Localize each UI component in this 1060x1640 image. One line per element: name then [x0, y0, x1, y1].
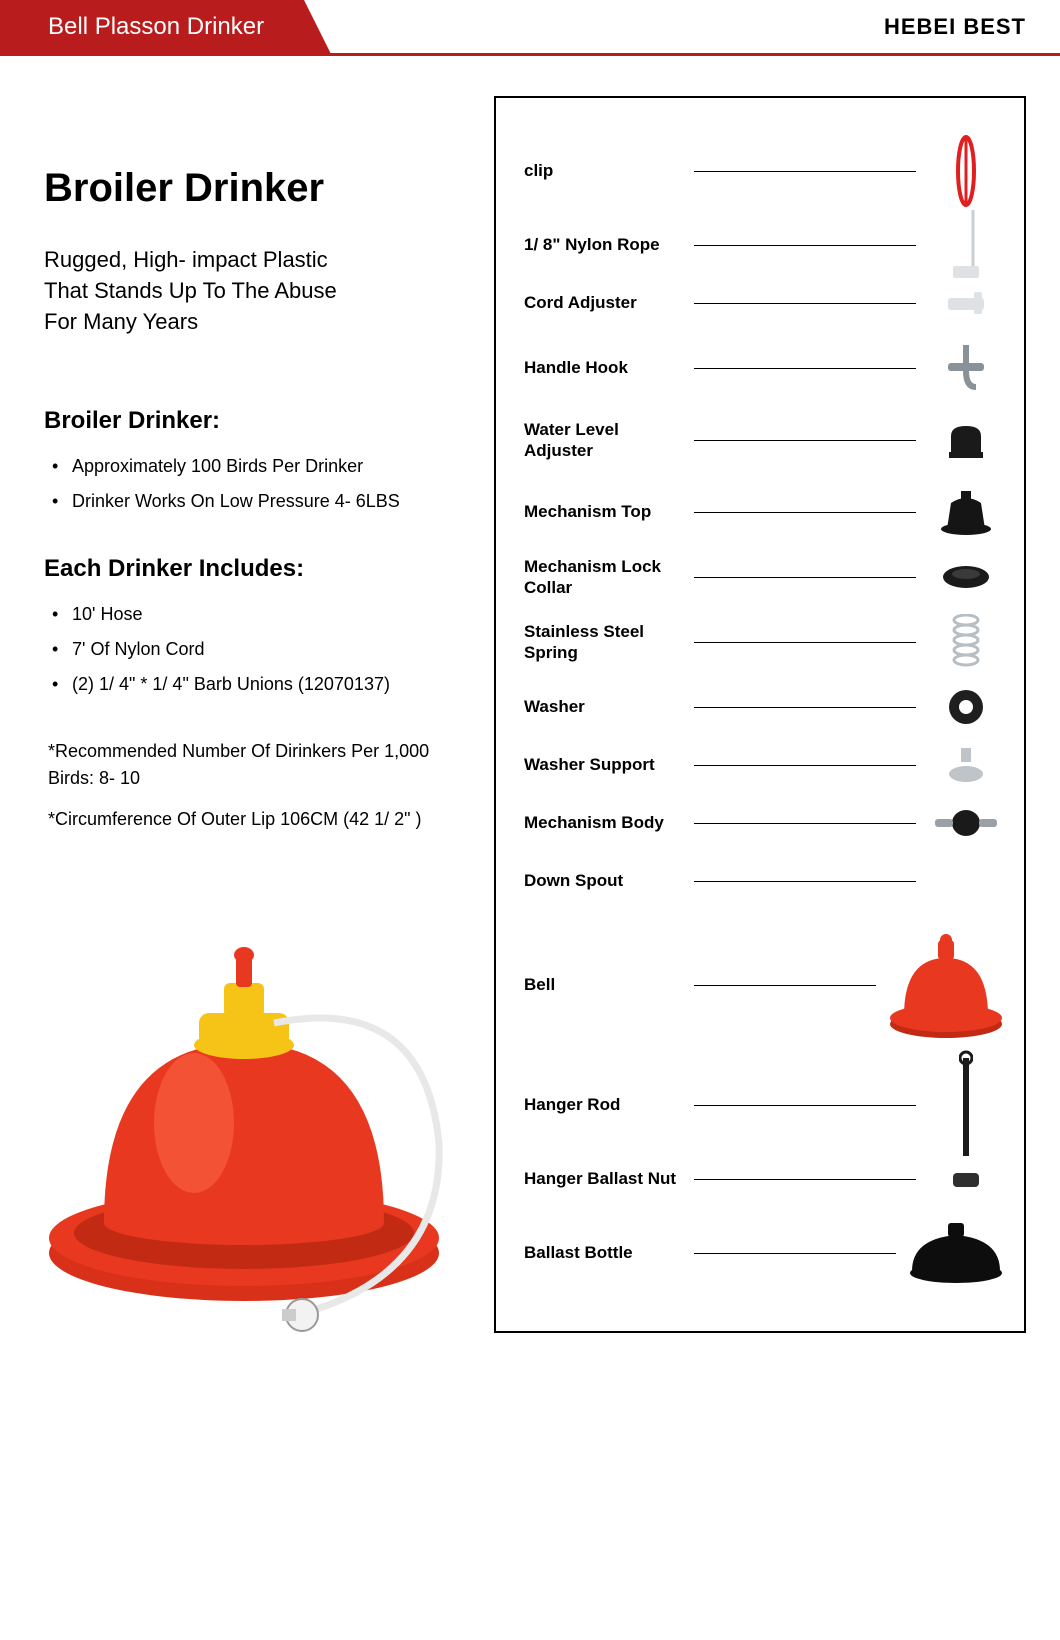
part-label: Mechanism Lock Collar	[524, 556, 684, 599]
leader-line	[694, 577, 916, 578]
part-row: Mechanism Body	[524, 794, 1006, 852]
part-label: Hanger Ballast Nut	[524, 1168, 684, 1189]
part-icon	[926, 219, 1006, 271]
part-label: Cord Adjuster	[524, 292, 684, 313]
part-label: Washer Support	[524, 754, 684, 775]
leader-line	[694, 985, 876, 986]
part-row: Bell	[524, 910, 1006, 1060]
content: Broiler Drinker Rugged, High- impact Pla…	[0, 56, 1060, 1363]
part-icon	[926, 1079, 1006, 1131]
part-label: clip	[524, 160, 684, 181]
list-item: 10' Hose	[44, 597, 464, 632]
part-icon	[926, 277, 1006, 329]
part-row: Mechanism Lock Collar	[524, 548, 1006, 606]
leader-line	[694, 881, 916, 882]
section2-list: 10' Hose7' Of Nylon Cord(2) 1/ 4" * 1/ 4…	[44, 597, 464, 702]
leader-line	[694, 823, 916, 824]
note-1: *Recommended Number Of Dirinkers Per 1,0…	[44, 738, 464, 792]
part-icon	[926, 681, 1006, 733]
part-label: Handle Hook	[524, 357, 684, 378]
part-icon	[926, 486, 1006, 538]
part-label: 1/ 8" Nylon Rope	[524, 234, 684, 255]
part-label: Washer	[524, 696, 684, 717]
part-icon	[886, 959, 1006, 1011]
part-label: Mechanism Top	[524, 501, 684, 522]
left-column: Broiler Drinker Rugged, High- impact Pla…	[44, 96, 464, 1333]
part-icon	[926, 145, 1006, 197]
part-icon	[926, 855, 1006, 907]
part-icon	[926, 551, 1006, 603]
brand-label: HEBEI BEST	[884, 14, 1026, 40]
parts-diagram: clip 1/ 8" Nylon Rope Cord Adjuster Hand…	[494, 96, 1026, 1333]
leader-line	[694, 171, 916, 172]
leader-line	[694, 368, 916, 369]
part-icon	[926, 739, 1006, 791]
leader-line	[694, 707, 916, 708]
part-label: Down Spout	[524, 870, 684, 891]
leader-line	[694, 512, 916, 513]
part-icon	[926, 414, 1006, 466]
part-label: Hanger Rod	[524, 1094, 684, 1115]
list-item: Approximately 100 Birds Per Drinker	[44, 449, 464, 484]
part-icon	[906, 1227, 1006, 1279]
leader-line	[694, 1253, 896, 1254]
part-icon	[926, 342, 1006, 394]
leader-line	[694, 245, 916, 246]
section1-list: Approximately 100 Birds Per DrinkerDrink…	[44, 449, 464, 519]
part-row: clip	[524, 126, 1006, 216]
part-row: Hanger Ballast Nut	[524, 1150, 1006, 1208]
page-category: Bell Plasson Drinker	[0, 0, 304, 53]
section2-heading: Each Drinker Includes:	[44, 555, 464, 583]
leader-line	[694, 303, 916, 304]
list-item: 7' Of Nylon Cord	[44, 632, 464, 667]
note-2: *Circumference Of Outer Lip 106CM (42 1/…	[44, 806, 464, 833]
part-label: Water Level Adjuster	[524, 419, 684, 462]
part-row: Hanger Rod	[524, 1060, 1006, 1150]
part-row: Down Spout	[524, 852, 1006, 910]
part-label: Bell	[524, 974, 684, 995]
header-bar: Bell Plasson Drinker HEBEI BEST	[0, 0, 1060, 56]
part-label: Ballast Bottle	[524, 1242, 684, 1263]
tagline: Rugged, High- impact Plastic That Stands…	[44, 245, 364, 337]
part-row: Washer	[524, 678, 1006, 736]
product-image	[44, 893, 464, 1333]
part-label: Stainless Steel Spring	[524, 621, 684, 664]
leader-line	[694, 1105, 916, 1106]
part-row: 1/ 8" Nylon Rope	[524, 216, 1006, 274]
part-row: Mechanism Top	[524, 476, 1006, 548]
leader-line	[694, 642, 916, 643]
list-item: (2) 1/ 4" * 1/ 4" Barb Unions (12070137)	[44, 667, 464, 702]
part-icon	[926, 797, 1006, 849]
part-icon	[926, 1153, 1006, 1205]
leader-line	[694, 1179, 916, 1180]
part-row: Washer Support	[524, 736, 1006, 794]
part-row: Handle Hook	[524, 332, 1006, 404]
section1-heading: Broiler Drinker:	[44, 407, 464, 435]
leader-line	[694, 765, 916, 766]
part-row: Stainless Steel Spring	[524, 606, 1006, 678]
list-item: Drinker Works On Low Pressure 4- 6LBS	[44, 484, 464, 519]
part-row: Water Level Adjuster	[524, 404, 1006, 476]
leader-line	[694, 440, 916, 441]
main-title: Broiler Drinker	[44, 166, 464, 211]
part-label: Mechanism Body	[524, 812, 684, 833]
part-row: Ballast Bottle	[524, 1208, 1006, 1298]
part-row: Cord Adjuster	[524, 274, 1006, 332]
part-icon	[926, 616, 1006, 668]
